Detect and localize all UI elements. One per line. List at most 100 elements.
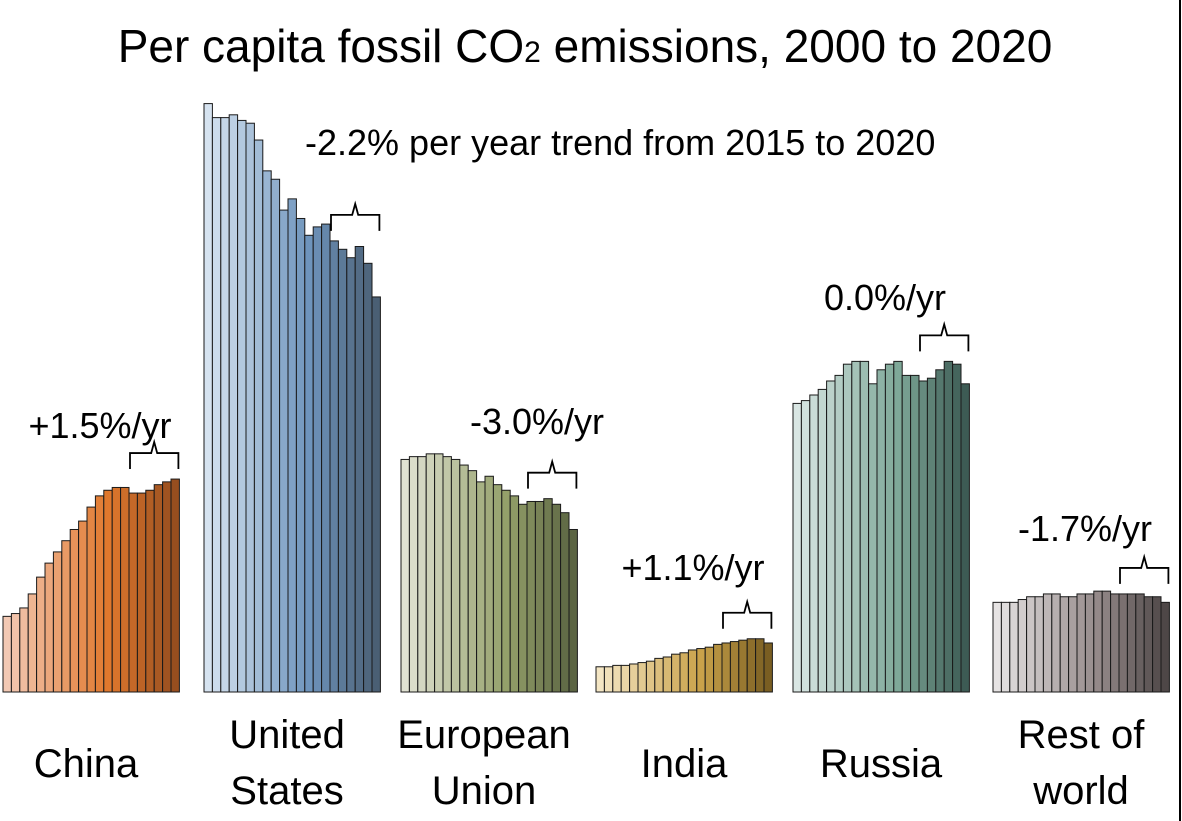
bar-european-union-2001 [408,456,419,693]
bar-united-states-2016 [337,248,348,693]
bar-united-states-2012 [304,234,314,693]
bar-china-2009 [78,520,88,693]
bar-rest-of-world-2016 [1126,593,1137,693]
bar-european-union-2006 [450,458,461,693]
bar-russia-2003 [817,388,828,693]
bar-india-2001 [603,666,614,693]
bar-russia-2012 [893,360,903,693]
bars-layer [2,103,1170,693]
label-european-union: European Union [397,713,570,813]
bar-european-union-2019 [560,512,570,693]
bar-united-states-2011 [295,217,306,693]
annotation-russia: 0.0%/yr [824,277,946,318]
label-india: India [641,742,728,786]
bar-rest-of-world-2009 [1068,596,1078,693]
bar-rest-of-world-2008 [1059,596,1070,693]
bar-european-union-2007 [459,464,469,693]
bar-russia-2006 [842,363,853,693]
bracket-russia [919,320,970,352]
label-india-line-1: India [641,742,728,786]
bar-india-2018 [746,638,757,693]
group-russia [792,360,970,693]
bar-united-states-2018 [354,246,365,693]
bar-european-union-2012 [501,489,511,693]
bar-rest-of-world-2000 [992,601,1002,693]
bar-russia-2000 [792,402,802,693]
bar-russia-2017 [935,369,945,693]
bracket-india [722,598,773,629]
bar-rest-of-world-2003 [1017,599,1028,693]
annotation-united-states: -2.2% per year trend from 2015 to 2020 [305,122,935,163]
group-china [2,478,180,693]
bar-rest-of-world-2005 [1034,596,1044,693]
bar-european-union-2005 [442,456,452,693]
bar-rest-of-world-2015 [1118,593,1128,693]
annotation-european-union: -3.0%/yr [470,401,604,442]
bar-china-2005 [44,562,54,693]
bar-united-states-2004 [237,119,247,693]
bar-united-states-2005 [245,122,255,693]
chart-title: Per capita fossil CO2 emissions, 2000 to… [118,20,1053,72]
bar-india-2015 [721,642,731,693]
bar-russia-2011 [884,363,895,693]
bar-rest-of-world-2020 [1160,601,1170,693]
label-united-states-line-2: States [230,769,343,813]
bar-rest-of-world-2014 [1110,593,1120,693]
chart-title-suffix: emissions, 2000 to 2020 [541,20,1052,72]
bar-european-union-2017 [543,498,553,693]
bar-china-2016 [136,492,147,693]
bar-china-2007 [61,540,71,693]
bar-india-2020 [763,642,773,693]
bar-india-2003 [620,664,631,693]
bar-russia-2010 [876,369,886,693]
bar-european-union-2013 [509,495,520,693]
bar-india-2013 [704,646,715,693]
bar-rest-of-world-2013 [1101,590,1112,693]
bar-china-2001 [10,613,21,693]
bar-india-2009 [671,653,681,693]
bar-china-2002 [19,607,29,693]
bracket-european-union [527,458,578,489]
bar-european-union-2002 [417,456,427,693]
label-russia-line-1: Russia [820,742,943,786]
bar-china-2020 [170,478,180,693]
bar-china-2017 [145,489,155,693]
annotation-china: +1.5%/yr [28,405,171,446]
chart-title-prefix: Per capita fossil CO [118,20,524,72]
bar-european-union-2000 [400,458,410,693]
bar-european-union-2014 [518,503,528,693]
bar-united-states-2015 [329,240,339,693]
bar-india-2019 [755,638,765,693]
bar-china-2015 [128,492,138,693]
bar-india-2006 [645,660,656,693]
group-european-union [400,453,578,693]
bar-united-states-2017 [346,257,356,693]
bar-russia-2016 [926,377,937,693]
group-india [595,638,773,693]
bar-russia-2004 [826,380,836,693]
bar-european-union-2020 [568,528,578,693]
bar-russia-2018 [943,360,954,693]
annotations-layer: +1.5%/yr -2.2% per year trend from 2015 t… [28,122,1152,588]
bar-united-states-2008 [270,178,281,693]
bar-china-2018 [153,484,164,693]
bar-china-2006 [52,551,63,693]
bar-united-states-2006 [253,139,264,693]
bar-european-union-2015 [526,500,536,693]
bar-india-2017 [738,639,748,693]
brackets-layer [129,200,1170,629]
bar-russia-2008 [859,360,870,693]
bar-china-2013 [111,486,122,693]
bracket-china [129,438,180,470]
bracket-rest-of-world [1119,553,1170,584]
bar-china-2000 [2,615,12,693]
bar-russia-2015 [918,380,928,693]
bar-rest-of-world-2011 [1084,593,1095,693]
bar-rest-of-world-2001 [1000,601,1011,693]
label-rest-of-world-line-1: Rest of [1018,713,1146,757]
label-rest-of-world-line-2: world [1032,769,1129,813]
bar-china-2011 [94,495,105,693]
bar-china-2014 [120,486,130,693]
bar-united-states-2001 [211,117,222,693]
bar-european-union-2009 [476,481,486,693]
